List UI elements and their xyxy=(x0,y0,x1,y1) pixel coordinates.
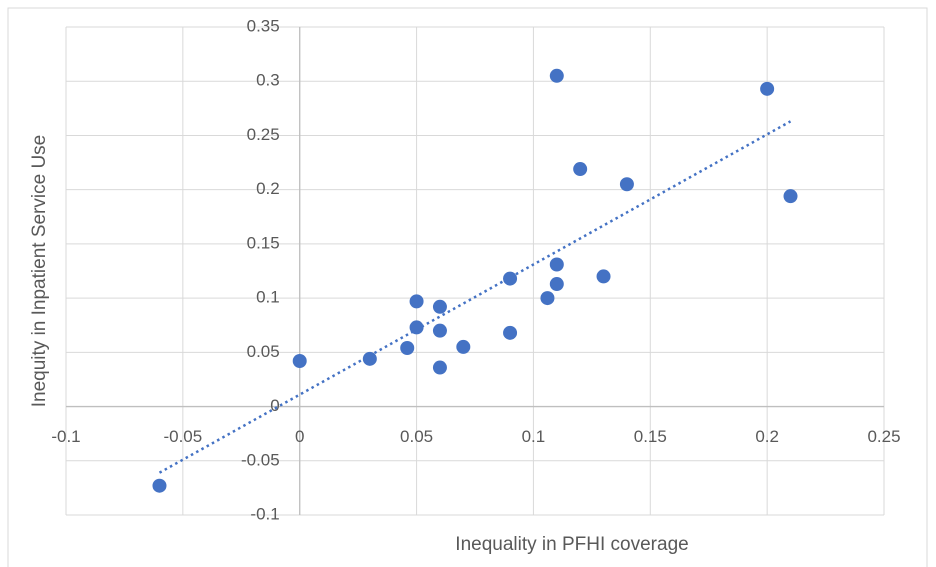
scatter-point xyxy=(503,325,518,340)
scatter-point xyxy=(152,478,167,493)
y-tick-label: -0.05 xyxy=(241,450,280,469)
scatter-point xyxy=(540,291,555,306)
scatter-point xyxy=(432,299,447,314)
scatter-point xyxy=(362,351,377,366)
scatter-point xyxy=(292,354,307,369)
y-tick-label: 0.2 xyxy=(256,179,280,198)
x-tick-label: 0.05 xyxy=(400,427,433,446)
scatter-point xyxy=(549,257,564,272)
scatter-point xyxy=(503,271,518,286)
chart-frame xyxy=(7,7,928,567)
scatter-point xyxy=(783,189,798,204)
x-tick-label: 0.2 xyxy=(755,427,779,446)
y-axis-title: Inequity in Inpatient Service Use xyxy=(29,135,50,408)
trendline xyxy=(158,120,792,474)
scatter-point xyxy=(409,320,424,335)
scatter-point xyxy=(432,360,447,375)
scatter-point xyxy=(549,277,564,292)
scatter-point xyxy=(549,68,564,83)
scatter-point xyxy=(619,177,634,192)
y-tick-label: 0.05 xyxy=(247,342,280,361)
y-tick-label: 0 xyxy=(270,396,279,415)
scatter-point xyxy=(760,81,775,96)
x-tick-label: 0.1 xyxy=(522,427,546,446)
x-axis-title: Inequality in PFHI coverage xyxy=(455,534,688,555)
x-tick-label: 0.15 xyxy=(634,427,667,446)
y-tick-label: 0.3 xyxy=(256,71,280,90)
y-tick-label: 0.15 xyxy=(247,233,280,252)
scatter-point xyxy=(596,269,611,284)
x-tick-label: -0.05 xyxy=(163,427,202,446)
scatter-point xyxy=(573,162,588,177)
x-tick-label: -0.1 xyxy=(51,427,80,446)
x-tick-label: 0 xyxy=(295,427,304,446)
scatter-point xyxy=(432,323,447,338)
scatter-point xyxy=(409,294,424,309)
y-tick-label: 0.1 xyxy=(256,288,280,307)
y-tick-label: -0.1 xyxy=(250,504,279,523)
scatter-point xyxy=(400,340,415,355)
scatter-point xyxy=(456,339,471,354)
x-tick-label: 0.25 xyxy=(867,427,900,446)
y-tick-label: 0.35 xyxy=(247,16,280,35)
y-tick-label: 0.25 xyxy=(247,125,280,144)
